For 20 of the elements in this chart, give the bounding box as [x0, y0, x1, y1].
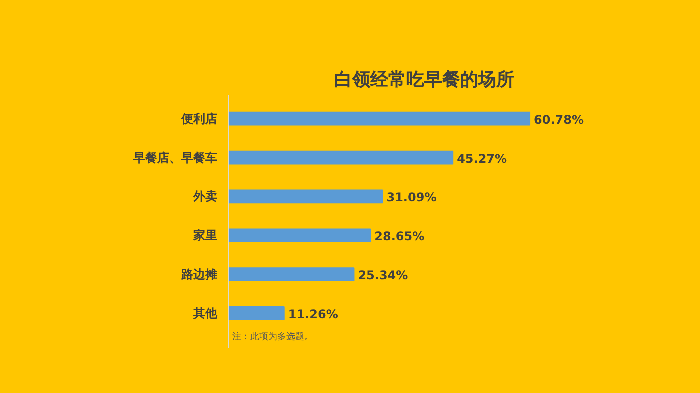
y-tick-label: 路边摊 — [180, 268, 218, 282]
data-label: 31.09% — [386, 190, 437, 205]
bar — [228, 112, 531, 126]
data-label: 25.34% — [358, 268, 408, 283]
y-tick-label: 外卖 — [192, 190, 218, 204]
y-tick-label: 早餐店、早餐车 — [132, 150, 218, 165]
y-tick-label: 便利店 — [180, 112, 218, 126]
chart-title: 白领经常吃早餐的场所 — [334, 70, 514, 90]
bar — [228, 268, 355, 282]
bar — [228, 306, 285, 320]
bar — [228, 228, 372, 243]
bar — [228, 190, 384, 204]
annotation: 注：此项为多选题。 — [232, 332, 314, 343]
bar — [228, 150, 454, 165]
data-label: 28.65% — [374, 230, 425, 244]
data-label: 11.26% — [288, 307, 338, 322]
y-tick-label: 其他 — [192, 306, 218, 320]
data-label: 60.78% — [534, 112, 584, 127]
data-label: 45.27% — [457, 152, 508, 166]
y-tick-label: 家里 — [192, 228, 218, 243]
